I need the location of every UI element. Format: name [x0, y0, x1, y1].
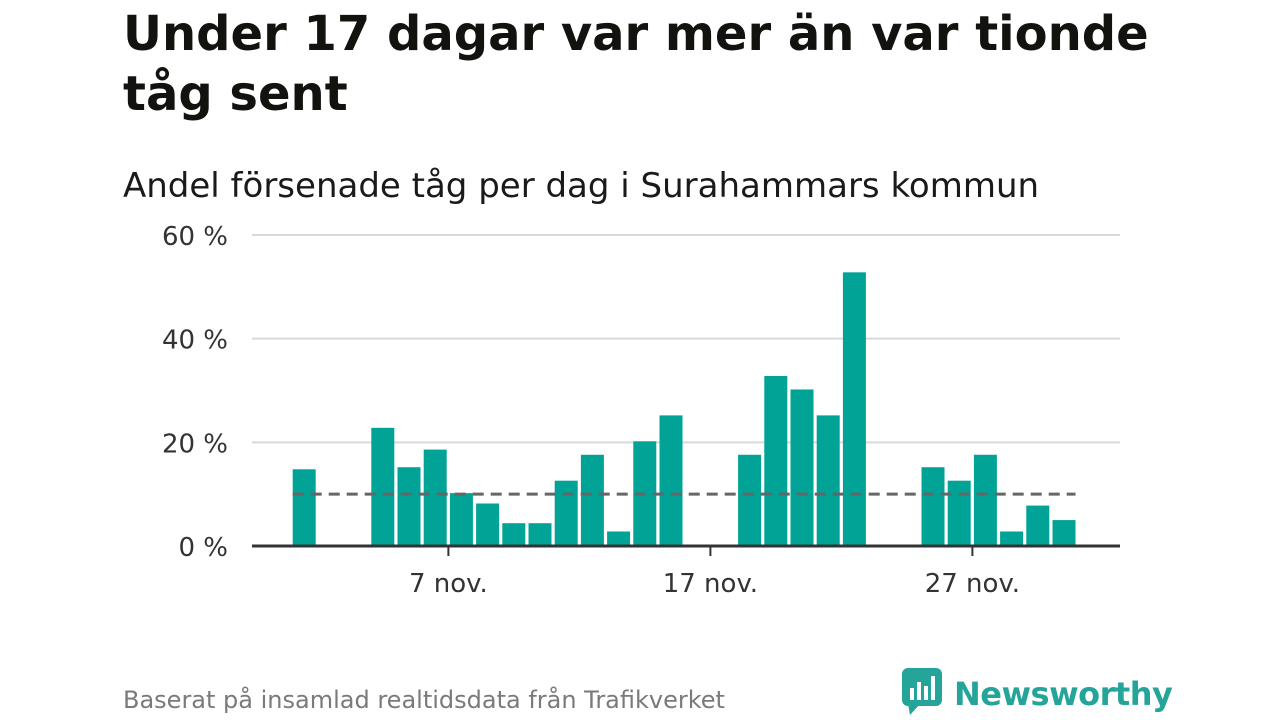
- newsworthy-logo-icon: [902, 668, 942, 720]
- bar[interactable]: [292, 469, 316, 546]
- y-tick-label: 40 %: [162, 326, 228, 356]
- bar[interactable]: [554, 480, 578, 546]
- source-note: Baserat på insamlad realtidsdata från Tr…: [123, 686, 725, 714]
- bar[interactable]: [1052, 520, 1076, 546]
- bar[interactable]: [502, 523, 526, 546]
- chart-title: Under 17 dagar var mer än var tionde tåg…: [123, 6, 1149, 122]
- bar[interactable]: [528, 523, 552, 546]
- x-axis: [252, 544, 1120, 556]
- bar[interactable]: [764, 375, 788, 546]
- y-tick-label: 60 %: [162, 222, 228, 252]
- x-tick-label: 7 nov.: [409, 569, 488, 599]
- gridlines: [252, 234, 1120, 444]
- bar[interactable]: [607, 531, 631, 546]
- x-tick-label: 27 nov.: [925, 569, 1020, 599]
- x-tick-label: 17 nov.: [663, 569, 758, 599]
- bar[interactable]: [816, 415, 840, 546]
- bar[interactable]: [947, 480, 971, 546]
- y-tick-label: 20 %: [162, 429, 228, 459]
- bar[interactable]: [397, 467, 421, 546]
- bars: [292, 272, 1076, 546]
- bar[interactable]: [449, 493, 473, 546]
- bar[interactable]: [1000, 531, 1024, 546]
- bar[interactable]: [842, 272, 866, 546]
- bar[interactable]: [476, 503, 500, 546]
- bar[interactable]: [1026, 505, 1050, 546]
- bar[interactable]: [659, 415, 683, 546]
- bar[interactable]: [371, 427, 395, 546]
- bar[interactable]: [921, 467, 945, 546]
- brand-logo[interactable]: Newsworthy: [902, 668, 1173, 720]
- bar[interactable]: [580, 454, 604, 546]
- bar[interactable]: [738, 454, 762, 546]
- y-axis-labels: 0 % 20 % 40 % 60 %: [162, 222, 228, 563]
- chart-subtitle: Andel försenade tåg per dag i Surahammar…: [123, 166, 1040, 206]
- y-tick-label: 0 %: [178, 533, 228, 563]
- bar[interactable]: [790, 389, 814, 546]
- bar[interactable]: [423, 449, 447, 546]
- bar[interactable]: [973, 454, 997, 546]
- x-axis-labels: 7 nov. 17 nov. 27 nov.: [409, 569, 1020, 599]
- brand-name: Newsworthy: [954, 675, 1173, 713]
